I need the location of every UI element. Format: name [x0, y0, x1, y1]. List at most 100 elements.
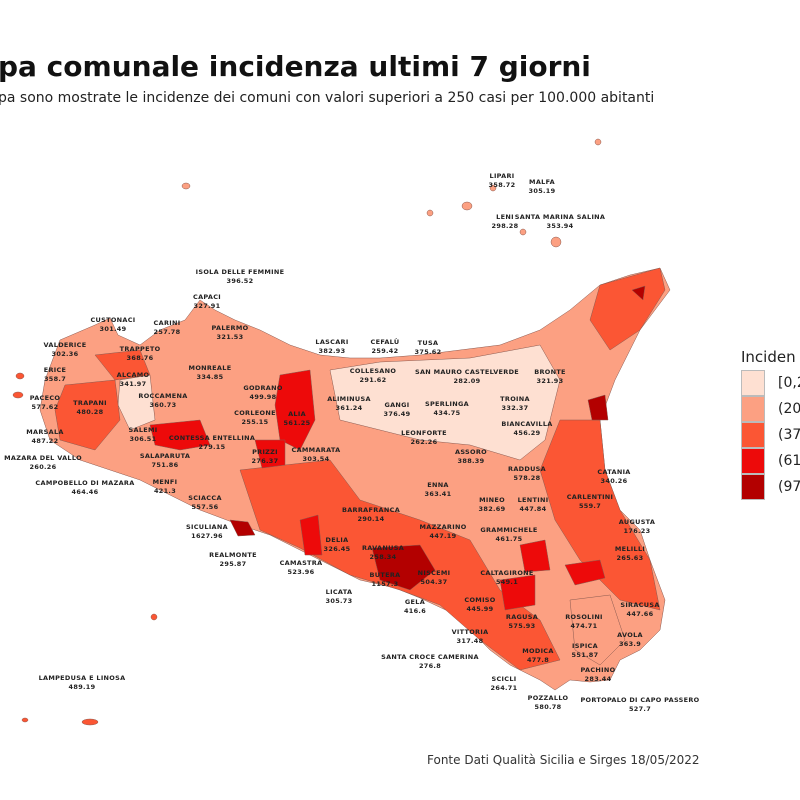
municipality-name: MODICA	[522, 647, 554, 655]
municipality-label: SPERLINGA 434.75	[425, 400, 469, 418]
municipality-incidence: 396.52	[226, 277, 254, 285]
municipality-incidence: 341.97	[119, 380, 147, 388]
municipality-incidence: 265.63	[616, 554, 644, 562]
region-light-southeast	[569, 594, 626, 666]
municipality-name: MENFI	[152, 478, 178, 486]
region-high-contessa	[149, 419, 211, 451]
municipality-incidence: 255.15	[241, 418, 269, 426]
municipality-label: CAPACI 327.91	[193, 293, 221, 311]
municipality-name: RAGUSA	[505, 613, 539, 621]
municipality-label: PALERMO 321.53	[212, 324, 249, 342]
municipality-label: CALTAGIRONE 549.1	[480, 569, 533, 587]
municipality-incidence: 291.62	[359, 376, 387, 384]
municipality-label: LIPARI 358.72	[489, 172, 516, 190]
municipality-name: AUGUSTA	[618, 518, 656, 526]
region-veryhigh-tip	[631, 285, 646, 301]
municipality-label: PORTOPALO DI CAPO PASSERO 527.7	[580, 696, 699, 714]
municipality-name: BRONTE	[534, 368, 566, 376]
municipality-label: CONTESSA ENTELLINA 279.15	[169, 434, 255, 452]
municipality-name: ROCCAMENA	[138, 392, 188, 400]
municipality-name: RAVANUSA	[361, 544, 405, 552]
municipality-label: SANTA MARINA SALINA 353.94	[515, 213, 605, 231]
legend-label: [0,2	[778, 375, 800, 391]
municipality-name: REALMONTE	[209, 551, 257, 559]
region-light-central	[329, 344, 561, 461]
municipality-incidence: 578.28	[513, 474, 541, 482]
municipality-label: MAZZARINO 447.19	[419, 523, 466, 541]
municipality-label: BRONTE 321.93	[534, 368, 566, 386]
municipality-name: RADDUSA	[508, 465, 546, 473]
municipality-label: COMISO 445.99	[464, 596, 495, 614]
municipality-incidence: 559.7	[578, 502, 602, 510]
municipality-incidence: 176.23	[623, 527, 651, 535]
municipality-incidence: 327.91	[193, 302, 221, 310]
source-note: Fonte Dati Qualità Sicilia e Sirges 18/0…	[427, 753, 700, 767]
municipality-name: ALIMINUSA	[327, 395, 371, 403]
municipality-incidence: 260.26	[29, 463, 57, 471]
legend-swatch	[741, 396, 765, 422]
municipality-incidence: 489.19	[68, 683, 96, 691]
municipality-name: SCICLI	[491, 675, 517, 683]
municipality-label: CATANIA 340.26	[597, 468, 630, 486]
region-veryhigh-northeast	[587, 394, 609, 421]
municipality-incidence: 279.15	[198, 443, 226, 451]
municipality-incidence: 382.69	[478, 505, 506, 513]
map-title: pa comunale incidenza ultimi 7 giorni	[0, 50, 591, 83]
municipality-incidence: 264.71	[490, 684, 518, 692]
municipality-name: BIANCAVILLA	[501, 420, 553, 428]
municipality-name: TRAPPETO	[119, 345, 161, 353]
municipality-label: ISPICA 551.87	[572, 642, 599, 660]
legend-item: [0,2	[741, 370, 800, 396]
region-high-camastra	[299, 514, 323, 556]
municipality-incidence: 298.28	[491, 222, 519, 230]
municipality-label: SCIACCA 557.56	[188, 494, 222, 512]
legend-item: (20	[741, 396, 800, 422]
municipality-label: MAZARA DEL VALLO 260.26	[4, 454, 82, 472]
municipality-incidence: 375.62	[414, 348, 442, 356]
legend-label: (20	[778, 401, 800, 417]
municipality-name: SANTA MARINA SALINA	[514, 213, 606, 221]
municipality-label: PRIZZI 276.37	[252, 448, 279, 466]
municipality-name: LAMPEDUSA E LINOSA	[38, 674, 126, 682]
legend-title: Inciden	[741, 348, 796, 366]
municipality-name: NISCEMI	[417, 569, 451, 577]
municipality-label: PACECO 577.62	[30, 394, 61, 412]
municipality-label: ROSOLINI 474.71	[565, 613, 603, 631]
municipality-label: NISCEMI 504.37	[418, 569, 451, 587]
municipality-label: SANTA CROCE CAMERINA 276.8	[381, 653, 479, 671]
municipality-incidence: 334.85	[196, 373, 224, 381]
municipality-name: MAZARA DEL VALLO	[4, 454, 82, 462]
municipality-incidence: 321.53	[216, 333, 244, 341]
municipality-incidence: 421.3	[153, 487, 177, 495]
municipality-name: SANTA CROCE CAMERINA	[381, 653, 479, 661]
municipality-name: SCIACCA	[188, 494, 222, 502]
municipality-label: LENI 298.28	[492, 213, 519, 231]
municipality-incidence: 302.36	[51, 350, 79, 358]
legend-swatch	[741, 474, 765, 500]
municipality-name: LEONFORTE	[401, 429, 447, 437]
municipality-name: ISOLA DELLE FEMMINE	[195, 268, 285, 276]
municipality-incidence: 447.66	[626, 610, 654, 618]
municipality-name: CAMASTRA	[279, 559, 323, 567]
municipality-incidence: 305.19	[528, 187, 556, 195]
municipality-label: MODICA 477.8	[522, 647, 553, 665]
municipality-incidence: 257.78	[153, 328, 181, 336]
municipality-incidence: 575.93	[508, 622, 536, 630]
municipality-incidence: 262.26	[410, 438, 438, 446]
municipality-label: BIANCAVILLA 456.29	[501, 420, 552, 438]
municipality-label: VITTORIA 317.48	[452, 628, 489, 646]
municipality-name: MINEO	[479, 496, 505, 504]
municipality-label: ISOLA DELLE FEMMINE 396.52	[196, 268, 285, 286]
municipality-label: TRAPPETO 368.76	[120, 345, 161, 363]
municipality-name: PALERMO	[211, 324, 249, 332]
region-high-prizzi	[254, 439, 286, 469]
municipality-name: ROSOLINI	[565, 613, 603, 621]
municipality-name: BARRAFRANCA	[341, 506, 401, 514]
municipality-incidence: 368.76	[126, 354, 154, 362]
municipality-incidence: 332.37	[501, 404, 529, 412]
municipality-label: RAVANUSA 258.34	[362, 544, 404, 562]
municipality-label: VALDERICE 302.36	[44, 341, 87, 359]
municipality-label: BARRAFRANCA 290.14	[342, 506, 400, 524]
legend-label: (61	[778, 453, 800, 469]
municipality-label: CARINI 257.78	[154, 319, 181, 337]
